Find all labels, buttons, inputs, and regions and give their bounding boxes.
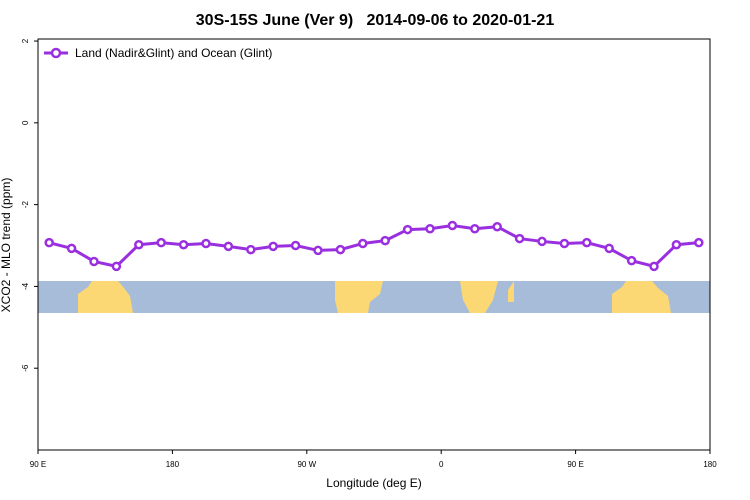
point: [268, 241, 278, 252]
point: [111, 261, 122, 272]
point: [178, 239, 189, 250]
y-tick-label: 2: [21, 38, 30, 43]
land: [612, 281, 671, 313]
point: [358, 238, 368, 249]
point: [156, 237, 166, 248]
point: [694, 237, 704, 248]
point: [223, 241, 234, 252]
point: [470, 224, 480, 234]
x-tick-label: 90 E: [30, 460, 46, 469]
point: [582, 237, 592, 248]
map-background: [38, 281, 710, 313]
x-tick-label: 180: [703, 460, 717, 469]
x-tick-label: 90 W: [297, 460, 316, 469]
land: [460, 281, 498, 313]
x-tick-label: 90 E: [567, 460, 583, 469]
chart-title: 30S-15S June (Ver 9) 2014-09-06 to 2020-…: [196, 12, 555, 29]
series-line: [48, 223, 699, 269]
x-tick-label: 0: [439, 460, 444, 469]
point: [66, 243, 77, 254]
y-tick-label: -4: [21, 282, 30, 290]
point: [44, 237, 54, 248]
point: [537, 236, 547, 247]
point: [89, 256, 99, 267]
land: [508, 281, 514, 302]
point: [492, 221, 502, 232]
point: [335, 244, 346, 255]
point: [134, 239, 144, 250]
point: [559, 238, 570, 249]
y-axis-label: XCO2 - MLO trend (ppm): [0, 178, 13, 313]
point: [604, 243, 614, 254]
point: [201, 238, 211, 249]
x-axis-label: Longitude (deg E): [326, 476, 421, 490]
point: [514, 233, 525, 244]
plot-frame: [37, 38, 711, 451]
legend-marker: [50, 47, 62, 59]
y-tick-label: -6: [21, 364, 30, 372]
land: [78, 281, 133, 313]
point: [649, 261, 659, 272]
point: [626, 255, 637, 266]
y-tick-label: -2: [21, 201, 30, 209]
legend-label: Land (Nadir&Glint) and Ocean (Glint): [75, 46, 272, 60]
point: [671, 239, 682, 250]
land: [335, 281, 383, 313]
point: [380, 235, 390, 246]
y-tick-label: 0: [21, 120, 30, 125]
point: [246, 244, 256, 255]
point: [402, 224, 413, 235]
point: [313, 245, 323, 256]
x-tick-label: 180: [166, 460, 180, 469]
point: [425, 224, 435, 234]
point: [447, 220, 458, 231]
point: [290, 240, 301, 251]
